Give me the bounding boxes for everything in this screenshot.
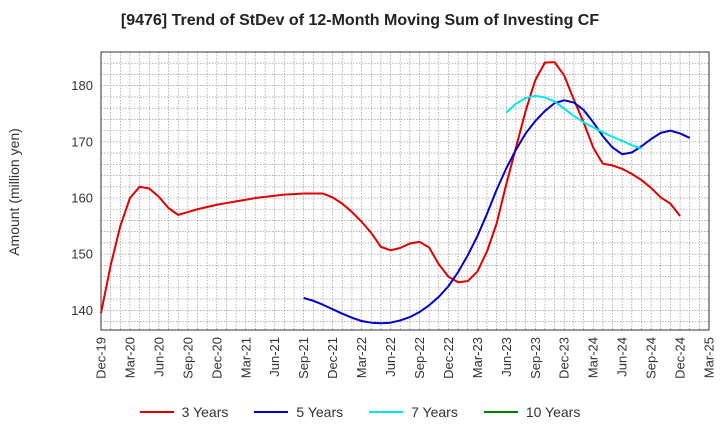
legend-swatch <box>254 411 289 413</box>
chart-title: [9476] Trend of StDev of 12-Month Moving… <box>120 12 600 29</box>
grid <box>100 51 710 330</box>
x-tick-label: Mar-21 <box>238 337 253 378</box>
legend-swatch <box>369 411 404 413</box>
x-tick-label: Mar-23 <box>470 337 485 378</box>
x-tick-label: Mar-24 <box>586 337 601 378</box>
legend-swatch <box>483 411 518 413</box>
x-tick-label: Jun-23 <box>499 337 514 377</box>
x-tick-label: Jun-21 <box>267 337 282 377</box>
y-axis-title: Amount (million yen) <box>6 128 22 256</box>
x-tick-label: Sep-23 <box>528 337 543 379</box>
y-axis-ticks: 140 150 160 170 180 <box>71 78 93 318</box>
plot-frame <box>100 51 710 331</box>
x-tick-label: Dec-24 <box>673 337 688 379</box>
x-tick-label: Mar-25 <box>702 337 717 378</box>
legend-item: 10 Years <box>483 404 581 420</box>
legend-label: 7 Years <box>411 404 458 420</box>
legend-swatch <box>139 411 174 413</box>
x-tick-label: Mar-20 <box>122 337 137 378</box>
legend-label: 3 Years <box>181 404 229 420</box>
legend: 3 Years 5 Years 7 Years 10 Years <box>0 404 720 420</box>
legend-item: 5 Years <box>254 404 343 420</box>
x-tick-label: Jun-22 <box>383 337 398 377</box>
x-tick-label: Sep-22 <box>412 337 427 379</box>
legend-label: 10 Years <box>525 404 581 420</box>
y-tick-label: 150 <box>71 247 93 262</box>
x-tick-label: Mar-22 <box>354 337 369 378</box>
x-axis-ticks: Dec-19 Mar-20 Jun-20 Sep-20 Dec-20 Mar-21 Jun-… <box>94 337 717 379</box>
x-tick-label: Dec-20 <box>209 337 224 379</box>
x-tick-label: Sep-20 <box>180 337 195 379</box>
legend-item: 3 Years <box>139 404 229 420</box>
x-tick-label: Dec-21 <box>325 337 340 379</box>
legend-label: 5 Years <box>296 404 344 420</box>
legend-item: 7 Years <box>369 404 458 420</box>
x-tick-label: Dec-19 <box>94 337 109 379</box>
x-tick-label: Jun-20 <box>151 337 166 377</box>
x-tick-label: Jun-24 <box>615 337 630 377</box>
y-tick-label: 140 <box>71 303 93 318</box>
y-tick-label: 170 <box>71 134 93 149</box>
x-tick-label: Dec-22 <box>441 337 456 379</box>
y-tick-label: 180 <box>71 78 93 93</box>
x-tick-label: Sep-24 <box>644 337 659 379</box>
x-tick-label: Dec-23 <box>557 337 572 379</box>
series-line-5-years <box>303 99 691 325</box>
series-lines <box>100 61 691 325</box>
x-tick-label: Sep-21 <box>296 337 311 379</box>
y-tick-label: 160 <box>71 191 93 206</box>
series-line-7-years <box>505 94 642 150</box>
